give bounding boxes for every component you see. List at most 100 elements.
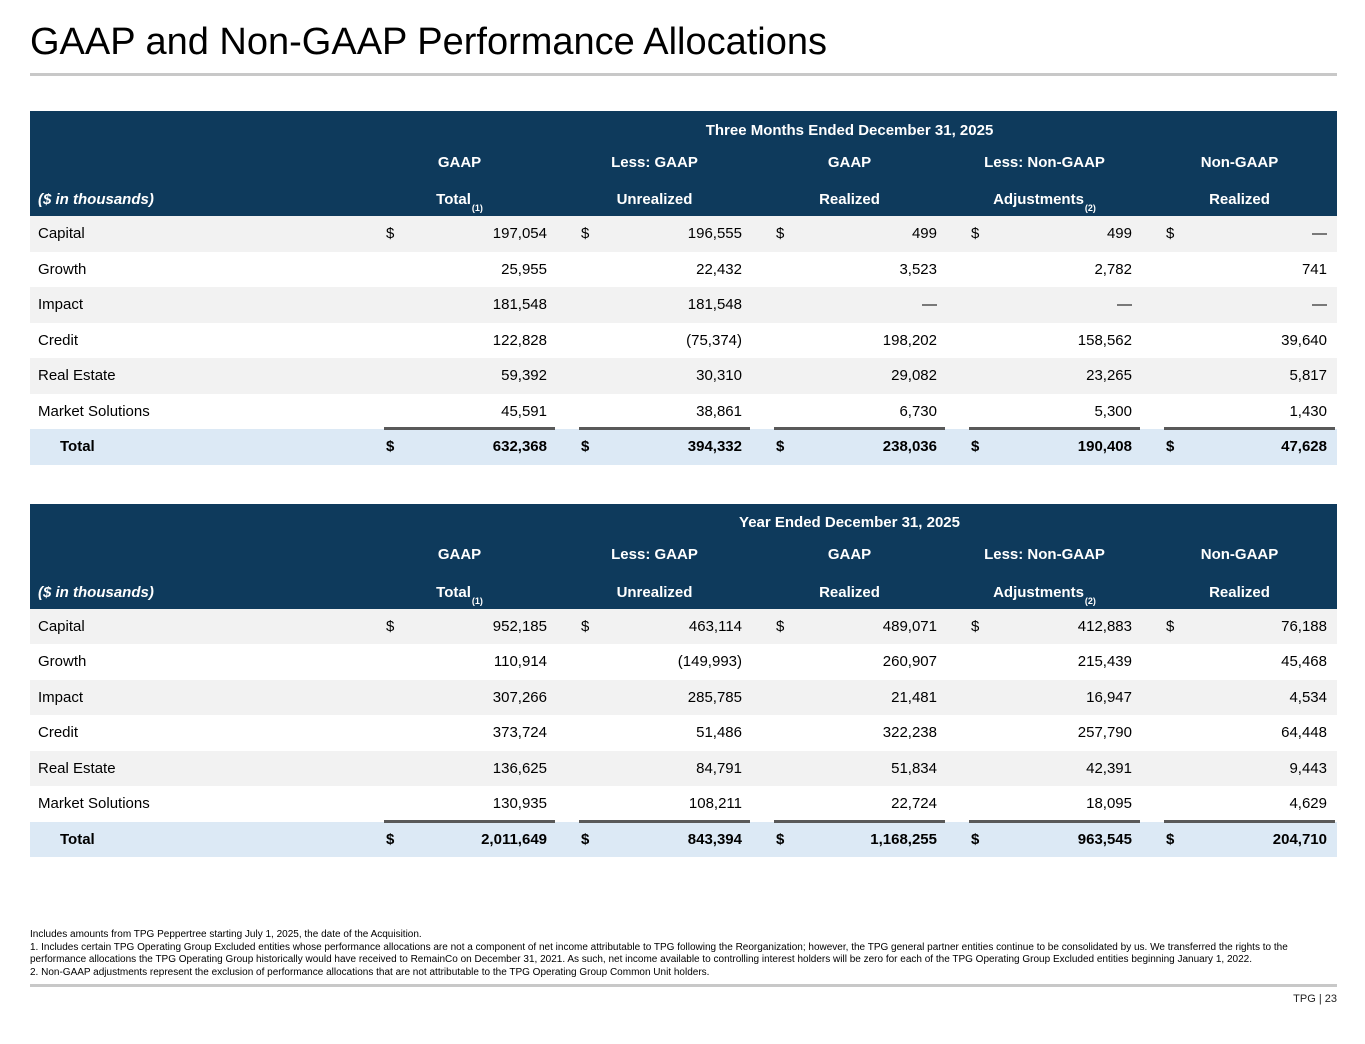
cell-value: 5,300 <box>1094 402 1132 420</box>
column-header: Less: Non-GAAP <box>984 153 1105 171</box>
cell-value: — <box>922 296 937 314</box>
cell-value: 2,782 <box>1094 260 1132 278</box>
value-cell: (75,374) <box>557 323 752 359</box>
slide: { "slide": { "title": "GAAP and Non-GAAP… <box>0 20 1365 1044</box>
table-header: Year Ended December 31, 2025 GAAP Less: GA… <box>30 503 1337 609</box>
cell-value: 122,828 <box>492 331 547 349</box>
cell-value: — <box>1312 225 1327 243</box>
row-label: Credit <box>38 331 79 349</box>
value-cell: $76,188 <box>1142 609 1337 645</box>
cell-value: 76,188 <box>1281 617 1327 635</box>
column-header: Non-GAAP <box>1200 153 1279 171</box>
dollar-sign: $ <box>971 225 980 243</box>
column-header: Non-GAAP <box>1200 546 1279 563</box>
cell-value: (75,374) <box>686 331 742 349</box>
dollar-sign: $ <box>386 617 395 635</box>
cell-value: 198,202 <box>882 331 937 349</box>
value-cell: 30,310 <box>557 358 752 394</box>
value-cell: 5,300 <box>947 394 1142 430</box>
footnote-text: 2. Non-GAAP adjustments represent the ex… <box>30 966 710 978</box>
value-cell: $412,883 <box>947 609 1142 645</box>
dollar-sign: $ <box>971 830 980 848</box>
dollar-sign: $ <box>581 830 590 848</box>
column-header: GAAP <box>827 546 872 563</box>
value-cell: $963,545 <box>947 819 1142 858</box>
cell-value: 45,591 <box>501 402 547 420</box>
dollar-sign: $ <box>581 617 590 635</box>
value-cell: 260,907 <box>752 644 947 680</box>
column-header: Unrealized <box>616 583 693 601</box>
column-header-line2-row: ($ in thousands) Total (1) Unrealized Realiz… <box>30 574 1337 609</box>
cell-value: 181,548 <box>492 296 547 314</box>
column-header: Adjustments (2) <box>993 191 1096 213</box>
value-cell: $632,368 <box>362 427 557 465</box>
value-cell: 215,439 <box>947 644 1142 680</box>
value-cell: 108,211 <box>557 786 752 822</box>
value-cell: 21,481 <box>752 680 947 716</box>
cell-value: 257,790 <box>1077 724 1132 742</box>
value-cell: 45,591 <box>362 394 557 430</box>
row-label: Market Solutions <box>38 402 150 420</box>
row-label: Impact <box>38 296 84 314</box>
table-row: Impact 307,266 285,785 21,481 16,947 4,534 <box>30 679 1337 716</box>
value-cell: 1,430 <box>1142 394 1337 430</box>
column-header: Realized <box>1209 583 1270 601</box>
column-header: Realized <box>1209 191 1270 208</box>
table-header: Three Months Ended December 31, 2025 GAAP… <box>30 111 1337 216</box>
cell-value: 499 <box>1106 225 1132 243</box>
value-cell: 6,730 <box>752 394 947 430</box>
table-row: Impact 181,548 181,548 — — — <box>30 287 1337 323</box>
table-row: Credit 373,724 51,486 322,238 257,790 64,448 <box>30 715 1337 751</box>
row-label: Capital <box>38 225 85 243</box>
cell-value: 4,629 <box>1289 795 1327 813</box>
cell-value: 3,523 <box>899 260 937 278</box>
cell-value: 23,265 <box>1086 367 1132 385</box>
header-label-spacer <box>30 536 362 574</box>
row-label: Real Estate <box>38 759 116 777</box>
dollar-sign: $ <box>971 617 980 635</box>
table-row: Credit 122,828 (75,374) 198,202 158,562 39,64… <box>30 323 1337 359</box>
column-header-line1-row: GAAP Less: GAAP GAAP Less: Non-GAAP Non-GAAP <box>30 536 1337 574</box>
value-cell: 122,828 <box>362 323 557 359</box>
cell-value: 130,935 <box>492 795 547 813</box>
cell-value: 463,114 <box>688 617 742 635</box>
cell-value: 51,486 <box>696 724 742 742</box>
value-cell: 181,548 <box>557 287 752 323</box>
dollar-sign: $ <box>776 438 785 456</box>
cell-value: 394,332 <box>687 438 742 456</box>
value-cell: 198,202 <box>752 323 947 359</box>
dollar-sign: $ <box>1166 830 1175 848</box>
cell-value: 632,368 <box>492 438 547 456</box>
period-row: Year Ended December 31, 2025 <box>30 510 1337 536</box>
value-cell: 3,523 <box>752 252 947 288</box>
table-row: Market Solutions 45,591 38,861 6,730 5,300 1,… <box>30 394 1337 430</box>
page-title: GAAP and Non-GAAP Performance Allocation… <box>30 21 828 63</box>
cell-value: 197,054 <box>492 225 547 243</box>
value-cell: — <box>752 287 947 323</box>
units-label: ($ in thousands) <box>38 583 154 601</box>
cell-value: 843,394 <box>687 830 742 848</box>
cell-value: — <box>1117 296 1132 314</box>
value-cell: 22,724 <box>752 786 947 822</box>
value-cell: 29,082 <box>752 358 947 394</box>
cell-value: 215,439 <box>1077 653 1132 671</box>
table-year-ended: Year Ended December 31, 2025 GAAP Less: GA… <box>30 503 1337 858</box>
cell-value: 25,955 <box>501 260 547 278</box>
value-cell: 45,468 <box>1142 644 1337 680</box>
cell-value: 45,468 <box>1281 653 1327 671</box>
value-cell: $47,628 <box>1142 427 1337 465</box>
value-cell: $190,408 <box>947 427 1142 465</box>
row-label: Growth <box>38 260 87 278</box>
value-cell: 136,625 <box>362 751 557 787</box>
value-cell: 39,640 <box>1142 323 1337 359</box>
dollar-sign: $ <box>386 830 395 848</box>
cell-value: 22,432 <box>696 260 742 278</box>
value-cell: 84,791 <box>557 751 752 787</box>
cell-value: 18,095 <box>1086 795 1132 813</box>
slide-content: GAAP and Non-GAAP Performance Allocation… <box>0 20 1365 1005</box>
dollar-sign: $ <box>386 225 395 243</box>
cell-value: 307,266 <box>492 688 547 706</box>
value-cell: 130,935 <box>362 786 557 822</box>
table-row: Real Estate 59,392 30,310 29,082 23,265 5,817 <box>30 358 1337 394</box>
cell-value: (149,993) <box>677 653 742 671</box>
